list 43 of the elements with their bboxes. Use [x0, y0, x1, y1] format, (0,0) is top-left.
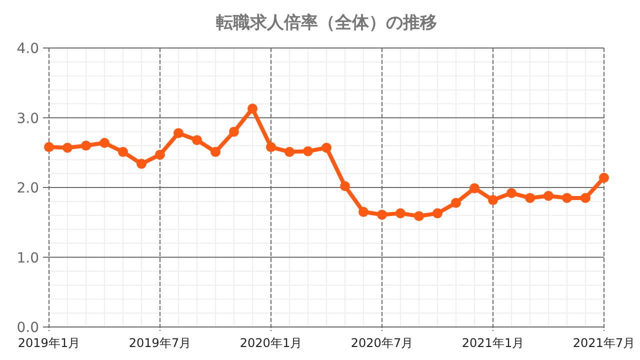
x-tick-label: 2021年1月 [462, 336, 524, 350]
point [44, 142, 54, 152]
point [303, 146, 313, 156]
point [414, 211, 424, 222]
x-tick-label: 2019年1月 [18, 336, 80, 350]
point [81, 140, 91, 151]
y-tick-label: 4.0 [16, 41, 39, 57]
point [155, 150, 165, 160]
point [100, 138, 110, 148]
point [377, 210, 387, 220]
point [488, 195, 498, 206]
point [62, 142, 72, 153]
x-tick-label: 2021年7月 [572, 336, 636, 350]
point [525, 192, 535, 203]
y-tick-label: 2.0 [16, 180, 39, 196]
point [599, 172, 609, 183]
point [396, 208, 406, 218]
point [284, 146, 294, 157]
point [506, 188, 516, 198]
point [229, 126, 239, 137]
point [358, 206, 368, 217]
point [470, 183, 480, 194]
y-tick-label: 1.0 [16, 250, 39, 266]
point [118, 146, 128, 157]
point [174, 128, 184, 138]
point [340, 181, 350, 192]
y-tick-label: 3.0 [16, 110, 39, 127]
y-tick-label: 0.0 [16, 320, 39, 336]
point [432, 208, 442, 218]
point [451, 198, 461, 208]
chart-title: 転職求人倍率（全体）の推移 [215, 13, 437, 32]
point [544, 190, 554, 201]
point [248, 104, 258, 114]
x-tick-label: 2020年1月 [240, 336, 302, 350]
point [580, 192, 590, 203]
point [322, 142, 332, 153]
point [266, 142, 276, 152]
x-tick-label: 2020年7月 [350, 336, 414, 350]
point [136, 158, 146, 169]
point [562, 192, 572, 203]
x-tick-label: 2019年7月 [128, 336, 192, 350]
point [210, 146, 220, 157]
point [192, 135, 202, 146]
